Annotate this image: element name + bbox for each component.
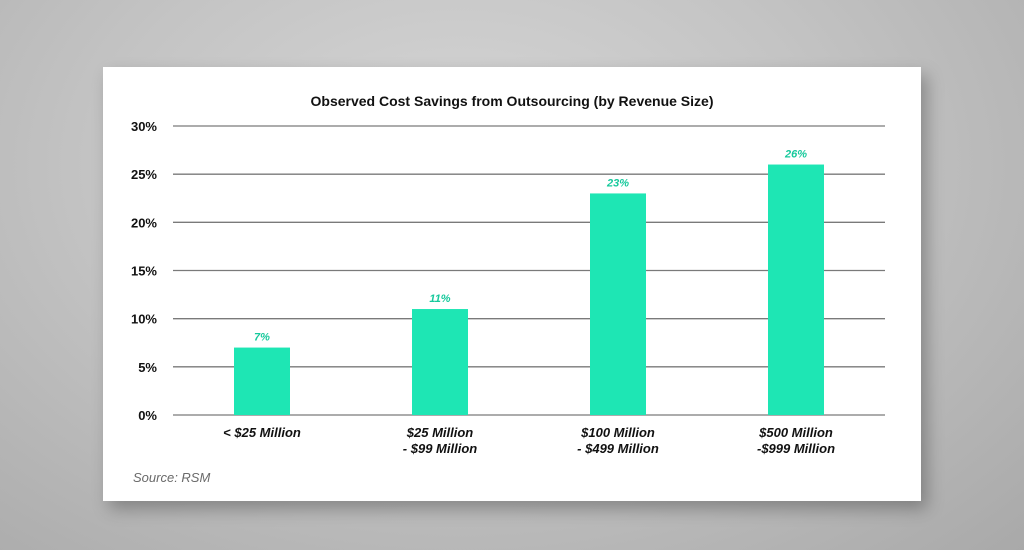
data-label: 23% (606, 177, 629, 189)
bars (234, 164, 824, 415)
x-axis-categories: < $25 Million $25 Million - $99 Million $10… (223, 425, 835, 456)
source-note: Source: RSM (133, 470, 210, 485)
x-category-label: < $25 Million (223, 425, 301, 440)
y-tick-label: 20% (131, 215, 157, 230)
y-tick-label: 25% (131, 167, 157, 182)
y-tick-label: 5% (138, 360, 157, 375)
y-tick-label: 0% (138, 408, 157, 423)
x-category-label: $500 Million -$999 Million (757, 425, 835, 456)
gridlines (173, 125, 885, 416)
data-label: 26% (784, 149, 807, 161)
bar (590, 193, 646, 415)
y-tick-label: 10% (131, 312, 157, 327)
chart: Observed Cost Savings from Outsourcing (… (131, 93, 885, 485)
bar (234, 347, 290, 415)
y-axis-ticks: 0% 5% 10% 15% 20% 25% 30% (131, 119, 157, 423)
data-labels: 7% 11% 23% 26% (254, 149, 807, 344)
bar (768, 164, 824, 415)
chart-title: Observed Cost Savings from Outsourcing (… (311, 93, 714, 109)
x-category-label: $25 Million - $99 Million (403, 425, 477, 456)
chart-card: Observed Cost Savings from Outsourcing (… (103, 67, 921, 501)
y-tick-label: 30% (131, 119, 157, 134)
data-label: 11% (429, 293, 450, 305)
bar (412, 309, 468, 415)
x-category-label: $100 Million - $499 Million (577, 425, 659, 456)
data-label: 7% (254, 332, 270, 344)
y-tick-label: 15% (131, 264, 157, 279)
